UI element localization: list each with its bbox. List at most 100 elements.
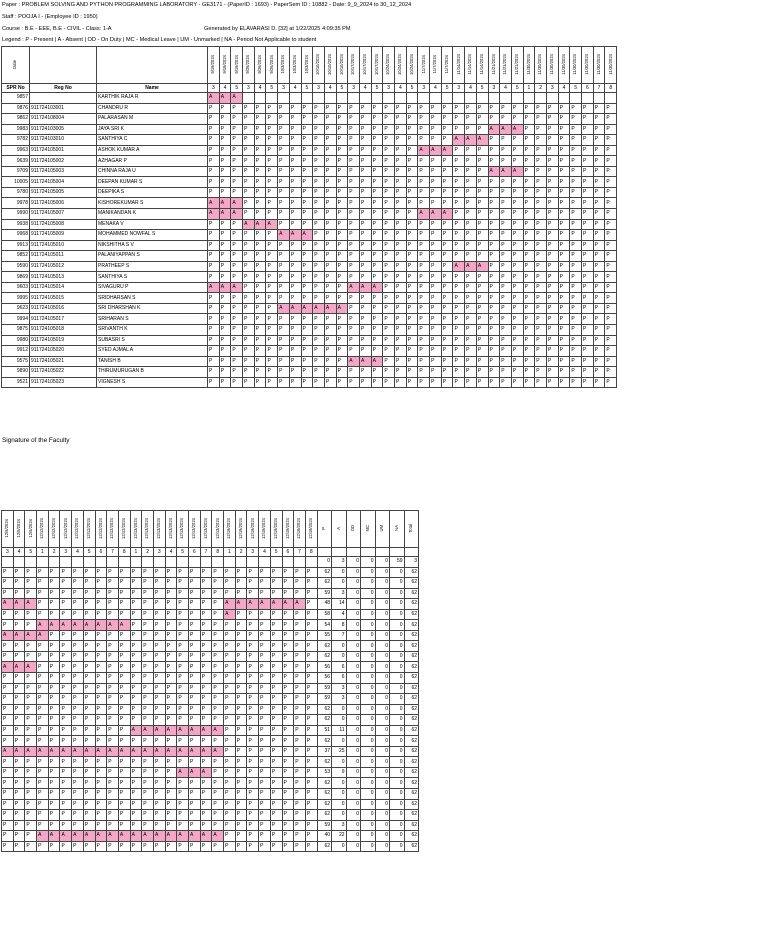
session-date: 11/30/2024 [534,46,547,84]
student-name: SUBASRI S [96,334,208,347]
session-date-text: 12/5/2024 [15,518,21,538]
attendance-cell: P [281,798,295,811]
session-date: 12/13/2024 [152,510,166,548]
attendance-cell: P [394,134,407,146]
attendance-cell: P [592,165,606,178]
reg-no: 911724105015 [29,292,97,304]
attendance-cell [440,92,454,104]
session-date: 11/30/2024 [557,46,571,84]
attendance-cell: P [545,239,559,252]
session-date: 12/13/2024 [164,510,178,548]
attendance-cell: P [218,218,232,231]
attendance-cell: P [452,218,466,231]
attendance-cell: P [557,113,571,125]
attendance-cell: P [141,629,154,642]
attendance-cell: A [164,724,178,737]
table-row: A A A P P P P P P P P P P P P P P P P P P P P P P P P 56 6 0 0 0 0 62 [1,661,420,673]
attendance-cell: P [429,271,442,283]
session-period: 3 [242,83,255,93]
attendance-cell [581,92,594,104]
summary-p: 62 [316,714,333,726]
session-date: 12/19/2024 [258,510,271,548]
attendance-cell: P [557,313,571,326]
attendance-cell: P [545,113,559,125]
attendance-cell: P [281,629,295,642]
table-row: P P P P P P P P P P P P P P P P P P P P P P P P P P P 59 3 0 0 0 0 62 [1,682,420,695]
attendance-cell: P [545,334,559,347]
attendance-cell: P [293,809,306,821]
attendance-cell: P [288,366,302,378]
attendance-cell: P [188,735,201,747]
session-date-text: 11/14/2024 [467,53,473,75]
attendance-cell: P [152,714,166,726]
attendance-cell [199,556,213,568]
session-period: 5 [370,83,384,93]
summary-a: 0 [331,756,347,768]
attendance-cell: P [277,281,290,294]
attendance-cell: P [36,661,49,673]
attendance-cell: P [312,366,325,378]
attendance-cell: A [300,302,314,315]
attendance-cell: P [253,165,267,178]
attendance-cell: P [223,745,236,758]
session-period: 4 [358,83,372,93]
summary-um: 0 [374,840,391,853]
attendance-cell: P [323,155,337,167]
attendance-cell: P [358,260,372,273]
attendance-cell: P [323,229,337,241]
attendance-cell: P [592,313,606,326]
attendance-cell: P [164,672,178,684]
attendance-cell: P [106,777,119,790]
attendance-cell [335,92,349,104]
summary-total: 62 [403,577,420,589]
attendance-cell: P [335,208,349,220]
attendance-cell: P [129,788,143,800]
attendance-cell: P [323,208,337,220]
attendance-cell: P [429,218,442,231]
attendance-cell: P [545,313,559,326]
attendance-cell: P [304,619,318,631]
attendance-cell: P [59,587,73,600]
session-date-text: 12/12/2024 [109,517,115,539]
session-date: 12/5/2024 [24,510,38,548]
attendance-cell: P [277,155,290,167]
attendance-cell: P [487,345,501,357]
attendance-cell [347,92,360,104]
attendance-cell: P [312,313,325,326]
attendance-cell: A [499,123,512,136]
attendance-cell: P [499,376,512,389]
attendance-cell: A [452,260,466,273]
attendance-cell: P [269,745,283,758]
summary-od: 0 [345,724,362,737]
attendance-cell: P [592,176,606,188]
attendance-cell: P [534,366,547,378]
session-date: 12/5/2024 [12,510,26,548]
attendance-cell [59,556,73,568]
attendance-cell: A [234,598,248,610]
attendance-cell: P [265,197,279,209]
session-date-text: 12/19/2024 [226,517,232,539]
attendance-cell: P [475,302,489,315]
attendance-cell: P [382,260,395,273]
attendance-cell: P [417,366,431,378]
attendance-cell: P [405,302,419,315]
attendance-cell: P [82,577,96,589]
attendance-cell: A [207,92,220,104]
summary-a: 11 [331,724,347,737]
attendance-cell: P [304,682,318,695]
attendance-cell: P [394,366,407,378]
reg-no: 911724105007 [29,208,97,220]
attendance-cell: P [281,830,295,842]
attendance-cell: P [218,186,232,199]
session-date-text: 10/17/2024 [350,53,356,75]
attendance-cell: P [581,302,594,315]
attendance-cell: P [405,313,419,326]
attendance-cell: P [300,218,314,231]
attendance-cell: P [36,788,49,800]
attendance-cell: P [452,176,466,188]
attendance-cell [557,92,571,104]
attendance-cell: P [199,777,213,790]
attendance-cell: A [246,598,260,610]
session-date-text: 10/17/2024 [373,53,379,75]
attendance-cell: P [59,714,73,726]
